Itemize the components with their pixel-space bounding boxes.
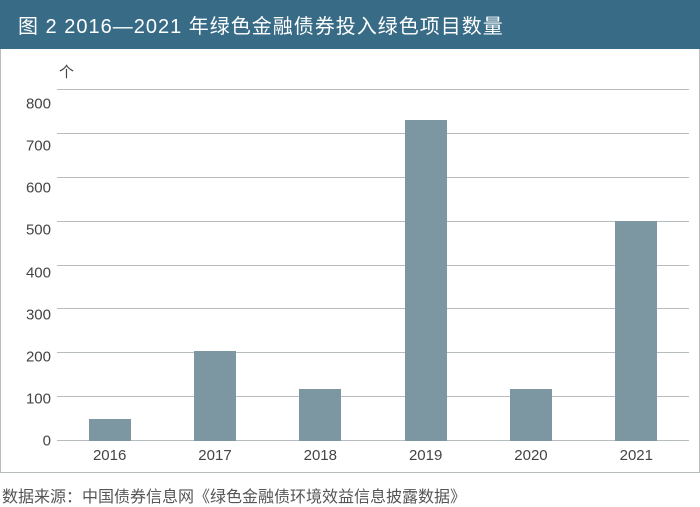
bar-slot [586,89,686,441]
y-tick-label: 200 [26,349,51,364]
x-tick-label: 2020 [481,447,581,464]
figure-container: 图 2 2016—2021 年绿色金融债券投入绿色项目数量 个 800 700 60… [0,0,700,507]
bars-layer [57,89,689,441]
y-tick-label: 800 [26,97,51,112]
y-tick-label: 300 [26,307,51,322]
bar-slot [165,89,265,441]
bar [89,419,131,441]
x-tick-label: 2019 [376,447,476,464]
bar [299,389,341,441]
bar [510,389,552,441]
bar [194,351,236,441]
y-tick-label: 400 [26,265,51,280]
chart-title-bar: 图 2 2016—2021 年绿色金融债券投入绿色项目数量 [0,0,700,49]
bar-slot [376,89,476,441]
y-axis: 8007006005004003002001000 [11,89,57,441]
x-tick-label: 2018 [270,447,370,464]
bar [615,221,657,441]
plot-wrap: 8007006005004003002001000 [11,89,689,441]
x-axis: 2016 2017 2018 2019 2020 2021 [57,447,689,464]
bar-slot [270,89,370,441]
y-tick-label: 100 [26,391,51,406]
data-source-line: 数据来源：中国债券信息网《绿色金融债环境效益信息披露数据》 [0,483,700,507]
x-tick-label: 2017 [165,447,265,464]
y-tick-label: 700 [26,139,51,154]
y-tick-label: 0 [43,434,51,449]
chart-card: 个 800 700 600 500 400 300 200 100 0 2016 2017 2018… [0,49,700,473]
bar [405,120,447,441]
x-tick-label: 2021 [586,447,686,464]
x-tick-label: 2016 [60,447,160,464]
y-axis-unit-label: 个 [59,61,74,82]
bar-slot [481,89,581,441]
y-tick-label: 500 [26,223,51,238]
plot-area [57,89,689,441]
y-tick-label: 600 [26,181,51,196]
bar-slot [60,89,160,441]
